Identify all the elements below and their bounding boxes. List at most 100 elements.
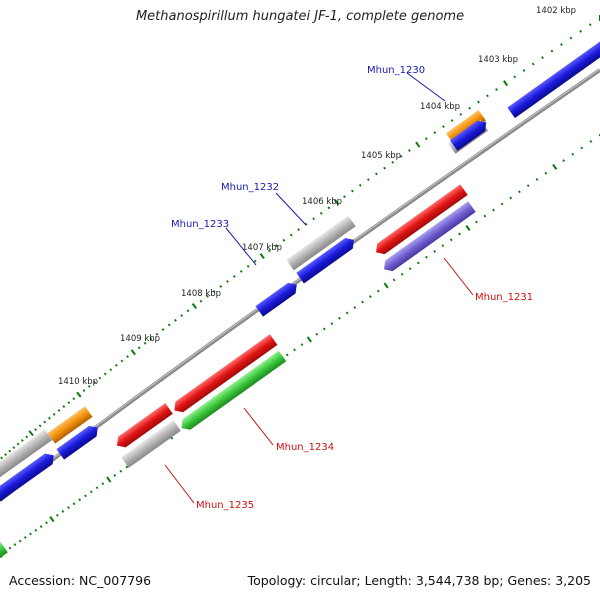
gene-feature-mhun-1233[interactable]: [255, 279, 301, 317]
gene-features: [0, 38, 600, 559]
gene-feature-mhun-1234-red[interactable]: [171, 334, 278, 415]
outer-track-minor-tick: [569, 36, 573, 40]
inner-track-major-tick: [106, 476, 112, 483]
inner-track-minor-tick: [376, 289, 380, 293]
gene-label-mhun-1230[interactable]: Mhun_1230: [367, 65, 425, 76]
inner-track-minor-tick: [580, 146, 584, 150]
outer-track-minor-tick: [513, 75, 517, 79]
gene-feature-green-fragment[interactable]: [0, 541, 8, 559]
gene-feature-orange-2[interactable]: [47, 406, 93, 444]
leader-mhun-1235: [164, 464, 195, 504]
outer-track-minor-tick: [358, 183, 362, 187]
genome-backbone-highlight: [0, 68, 600, 500]
leader-mhun-1233: [225, 227, 257, 266]
outer-track-minor-tick: [206, 294, 209, 298]
gene-feature-blue-top-right[interactable]: [507, 38, 600, 119]
outer-track-minor-tick: [219, 285, 223, 288]
inner-track-minor-tick: [483, 214, 487, 218]
gene-label-mhun-1234[interactable]: Mhun_1234: [276, 442, 334, 453]
inner-track-minor-tick: [492, 208, 495, 212]
gene-feature-mhun-1232[interactable]: [296, 235, 357, 284]
inner-track-minor-tick: [23, 536, 27, 539]
outer-track-minor-tick: [312, 217, 316, 221]
outer-track-minor-tick: [541, 56, 544, 59]
outer-track-minor-tick: [143, 341, 147, 345]
outer-track-minor-tick: [212, 290, 216, 293]
outer-track-minor-tick: [343, 195, 346, 199]
map-title: Methanospirillum hungatei JF-1, complete…: [135, 9, 465, 24]
outer-track-minor-tick: [25, 435, 29, 439]
inner-track-minor-tick: [285, 353, 289, 357]
outer-track-minor-tick: [560, 43, 563, 46]
outer-track-major-tick: [76, 391, 82, 398]
gene-feature-red-left[interactable]: [113, 403, 173, 451]
gene-feature-orange-1[interactable]: [445, 110, 487, 144]
gene-label-mhun-1231[interactable]: Mhun_1231: [475, 292, 533, 303]
outer-track-minor-tick: [550, 49, 554, 53]
inner-track-minor-tick: [571, 152, 575, 156]
gene-feature-mhun-1231-protein[interactable]: [380, 201, 476, 274]
inner-track-minor-tick: [526, 184, 530, 188]
leader-mhun-1231: [443, 257, 474, 296]
kbp-label-1410: 1410 kbp: [58, 377, 98, 387]
outer-track-minor-tick: [226, 280, 229, 283]
outer-track-minor-tick: [126, 355, 129, 359]
tick-tracks: [0, 15, 600, 559]
inner-track-minor-tick: [416, 261, 420, 265]
outer-track-minor-tick: [522, 69, 526, 72]
gene-feature-mhun-1235[interactable]: [121, 420, 181, 468]
gene-feature-mhun-1231[interactable]: [372, 184, 468, 257]
inner-track-minor-tick: [56, 513, 59, 517]
inner-track-major-tick: [306, 336, 312, 343]
inner-track-minor-tick: [101, 482, 105, 486]
outer-track-minor-tick: [588, 23, 592, 27]
kbp-label-1406: 1406 kbp: [302, 197, 342, 207]
gene-label-mhun-1235[interactable]: Mhun_1235: [196, 500, 254, 511]
outer-track-minor-tick: [114, 363, 118, 367]
gene-feature-gray-left[interactable]: [0, 429, 53, 481]
inner-track-major-tick: [383, 282, 389, 289]
gene-feature-mhun-1230[interactable]: [449, 117, 490, 151]
leader-mhun-1234: [243, 407, 274, 446]
outer-track-minor-tick: [391, 160, 395, 164]
inner-track-minor-tick: [13, 543, 17, 547]
outer-track-minor-tick: [450, 119, 454, 122]
inner-track-minor-tick: [125, 465, 129, 469]
inner-track-minor-tick: [330, 322, 334, 326]
inner-track-minor-tick: [361, 300, 364, 304]
outer-track-minor-tick: [319, 211, 323, 215]
outer-track-minor-tick: [375, 172, 378, 176]
outer-track-minor-tick: [48, 416, 51, 420]
outer-track-minor-tick: [459, 112, 463, 116]
outer-track-minor-tick: [407, 149, 411, 152]
outer-track-minor-tick: [161, 328, 165, 332]
outer-track-minor-tick: [232, 275, 236, 278]
outer-track-minor-tick: [4, 453, 8, 456]
outer-track-minor-tick: [16, 442, 20, 446]
gene-feature-mhun-1234[interactable]: [178, 350, 287, 434]
genome-summary-text: Topology: circular; Length: 3,544,738 bp…: [247, 573, 591, 588]
outer-track-minor-tick: [174, 318, 177, 322]
inner-track-minor-tick: [34, 528, 38, 532]
inner-track-minor-tick: [535, 177, 539, 181]
outer-track-minor-tick: [297, 228, 300, 232]
outer-track-major-tick: [415, 141, 421, 148]
inner-track-minor-tick: [338, 316, 341, 320]
inner-track-minor-tick: [449, 238, 453, 242]
inner-track-minor-tick: [67, 506, 70, 510]
inner-track-minor-tick: [300, 343, 304, 347]
inner-track-minor-tick: [18, 539, 22, 543]
outer-track-minor-tick: [267, 249, 271, 253]
inner-track-minor-tick: [113, 474, 117, 477]
inner-track-minor-tick: [458, 232, 461, 236]
inner-track-minor-tick: [408, 267, 412, 271]
gene-feature-blue-left[interactable]: [0, 450, 58, 506]
inner-track-minor-tick: [45, 521, 48, 525]
outer-track-minor-tick: [327, 206, 331, 210]
gene-feature-blue-small-left[interactable]: [56, 422, 102, 460]
gene-feature-mhun-1232-gray[interactable]: [286, 215, 356, 271]
gene-label-mhun-1233[interactable]: Mhun_1233: [171, 219, 229, 230]
inner-track-minor-tick: [518, 190, 521, 194]
outer-track-minor-tick: [383, 166, 386, 170]
gene-label-mhun-1232[interactable]: Mhun_1232: [221, 182, 279, 193]
